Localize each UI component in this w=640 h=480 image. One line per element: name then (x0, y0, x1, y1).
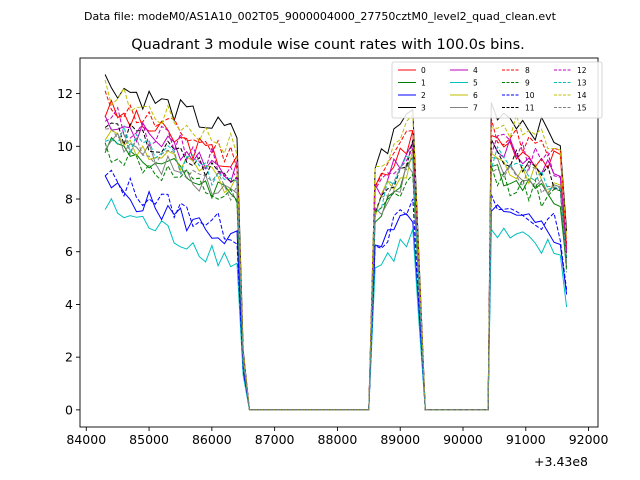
x-tick-label: 85000 (129, 432, 169, 447)
legend-label-9: 9 (525, 78, 530, 87)
legend-label-0: 0 (421, 66, 426, 75)
legend-label-15: 15 (577, 103, 587, 112)
y-tick-label: 12 (57, 86, 73, 101)
legend-label-5: 5 (473, 78, 478, 87)
y-tick-label: 0 (65, 402, 73, 417)
series-line-15 (105, 128, 568, 411)
series-layer (104, 74, 568, 411)
series-line-9 (104, 142, 568, 411)
legend-label-2: 2 (421, 91, 426, 100)
legend-label-8: 8 (525, 66, 530, 75)
series-line-13 (104, 124, 568, 411)
series-line-5 (104, 197, 568, 411)
x-offset-label: +3.43e8 (534, 454, 588, 469)
x-tick-label: 84000 (66, 432, 106, 447)
series-line-14 (104, 79, 568, 411)
chart-title: Quadrant 3 module wise count rates with … (131, 37, 525, 53)
plot-frame (79, 57, 599, 428)
x-tick-label: 89000 (380, 432, 420, 447)
figure-suptitle: Data file: modeM0/AS1A10_002T05_90000040… (84, 10, 557, 23)
x-tick-label: 92000 (569, 432, 609, 447)
legend-label-6: 6 (473, 91, 478, 100)
series-line-2 (104, 175, 568, 411)
y-tick-label: 8 (65, 192, 73, 207)
series-line-7 (104, 132, 568, 411)
x-tick-label: 86000 (192, 432, 232, 447)
y-tick-label: 2 (65, 350, 73, 365)
x-tick-label: 90000 (443, 432, 483, 447)
legend-label-3: 3 (421, 103, 426, 112)
legend-label-11: 11 (525, 103, 535, 112)
legend-label-7: 7 (473, 103, 478, 112)
legend-label-12: 12 (577, 66, 587, 75)
x-tick-label: 88000 (318, 432, 358, 447)
y-tick-label: 4 (65, 297, 73, 312)
series-line-6 (104, 129, 568, 411)
series-line-8 (104, 90, 568, 411)
legend-box (391, 61, 603, 119)
legend-label-4: 4 (473, 66, 478, 75)
legend-label-1: 1 (421, 78, 426, 87)
x-tick-label: 87000 (255, 432, 295, 447)
legend-label-14: 14 (577, 91, 587, 100)
series-line-4 (104, 115, 568, 411)
axes-layer: 84000 85000 86000 87000 88000 89000 90000 91000… (57, 86, 608, 447)
y-tick-label: 6 (65, 244, 73, 259)
y-tick-label: 10 (57, 139, 73, 154)
series-line-11 (104, 122, 568, 411)
x-tick-label: 91000 (506, 432, 546, 447)
series-line-1 (104, 136, 568, 411)
legend-label-13: 13 (577, 78, 587, 87)
legend-label-10: 10 (525, 91, 535, 100)
series-line-10 (104, 169, 568, 411)
